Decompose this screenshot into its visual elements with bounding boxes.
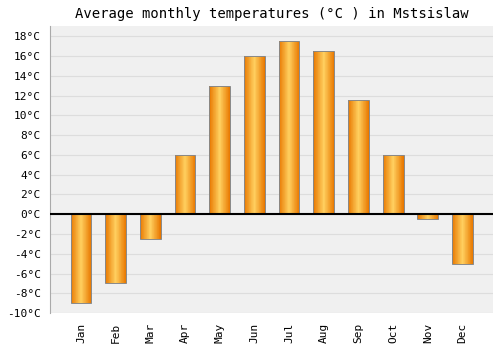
Bar <box>382 155 404 214</box>
Bar <box>244 56 265 214</box>
Bar <box>140 214 160 239</box>
Bar <box>174 155 196 214</box>
Bar <box>452 214 473 264</box>
Bar <box>418 214 438 219</box>
Bar <box>105 214 126 284</box>
Bar <box>348 100 369 214</box>
Bar <box>210 86 230 214</box>
Title: Average monthly temperatures (°C ) in Mstsislaw: Average monthly temperatures (°C ) in Ms… <box>75 7 468 21</box>
Bar <box>278 41 299 214</box>
Bar <box>70 214 92 303</box>
Bar <box>314 51 334 214</box>
